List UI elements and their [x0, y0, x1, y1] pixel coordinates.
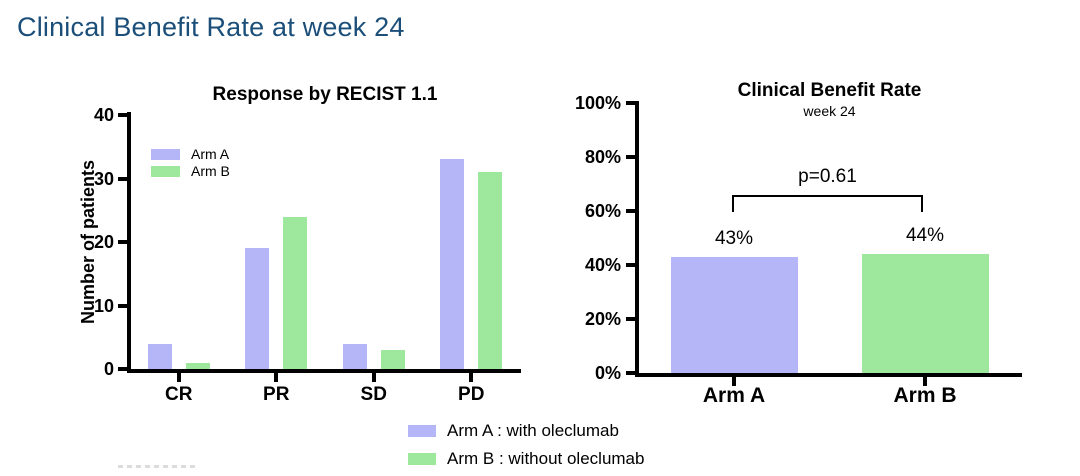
- y-tick: [118, 176, 127, 181]
- y-tick: [626, 371, 635, 375]
- bottom-legend-item-arm-b: Arm B : without oleclumab: [408, 449, 644, 468]
- category-label: PR: [263, 384, 290, 405]
- bar-arm-a-pr: [245, 248, 270, 369]
- bar-arm-b-cr: [185, 362, 210, 369]
- y-tick-label: 30: [93, 168, 114, 189]
- arm-b-swatch-icon: [151, 165, 180, 177]
- bar-arm-a: [670, 256, 798, 373]
- y-tick: [118, 303, 127, 308]
- y-axis: [127, 112, 131, 373]
- category-label-arm-a: Arm A: [702, 384, 766, 407]
- y-tick-label: 80%: [584, 147, 621, 167]
- bar-arm-b-sd: [380, 349, 405, 369]
- bar-arm-a-pd: [440, 159, 465, 369]
- y-axis: [635, 101, 639, 377]
- bottom-legend-label: Arm B : without oleclumab: [447, 449, 645, 468]
- arm-a-swatch-icon: [151, 148, 180, 160]
- bar-arm-b-pr: [283, 216, 308, 369]
- y-tick-label: 100%: [574, 93, 621, 113]
- bar-value-label-arm-b: 44%: [905, 225, 945, 247]
- legend-label: Arm B: [191, 163, 230, 179]
- recist-legend-item-arm-a: Arm A: [151, 146, 229, 162]
- cbr-chart-subtitle: week 24: [803, 103, 856, 119]
- x-tick: [274, 373, 279, 382]
- x-tick: [923, 377, 927, 386]
- y-tick: [626, 101, 635, 105]
- bar-arm-a-cr: [147, 343, 172, 369]
- bar-value-label-arm-a: 43%: [714, 227, 754, 249]
- recist-legend-item-arm-b: Arm B: [151, 163, 230, 179]
- category-label: CR: [165, 384, 193, 405]
- y-tick-label: 40: [93, 105, 114, 125]
- cbr-chart-title: Clinical Benefit Rate: [737, 80, 922, 101]
- y-tick: [118, 367, 127, 371]
- page-title: Clinical Benefit Rate at week 24: [17, 12, 405, 42]
- y-tick-label: 20: [93, 232, 114, 252]
- x-tick: [469, 373, 474, 382]
- y-tick: [626, 263, 635, 267]
- category-label: SD: [360, 384, 387, 405]
- x-axis: [127, 369, 521, 373]
- y-tick: [118, 240, 127, 244]
- footnote-artifact: [118, 465, 196, 468]
- bar-arm-b-pd: [478, 172, 503, 369]
- y-tick-label: 0%: [594, 363, 621, 383]
- y-tick: [118, 113, 127, 117]
- category-label-arm-b: Arm B: [893, 384, 957, 407]
- significance-bracket-bar: [732, 195, 923, 197]
- bottom-legend-label: Arm A : with oleclumab: [447, 421, 619, 440]
- y-tick-label: 40%: [584, 255, 621, 275]
- x-tick: [176, 373, 181, 382]
- x-axis: [635, 373, 1022, 377]
- recist-chart-title: Response by RECIST 1.1: [212, 84, 438, 105]
- bar-arm-b: [861, 254, 989, 373]
- bottom-legend-item-arm-a: Arm A : with oleclumab: [408, 421, 619, 440]
- significance-bracket-left-drop: [732, 195, 734, 212]
- x-tick: [371, 373, 376, 382]
- p-value-label: p=0.61: [798, 166, 857, 187]
- y-tick-label: 10: [93, 295, 114, 316]
- y-tick: [626, 317, 635, 321]
- y-tick-label: 20%: [584, 309, 621, 329]
- bar-arm-a-sd: [342, 343, 367, 369]
- x-tick: [732, 377, 736, 386]
- y-tick: [626, 209, 635, 213]
- y-tick-label: 60%: [584, 201, 621, 221]
- y-tick: [626, 155, 635, 159]
- legend-label: Arm A: [191, 146, 230, 162]
- arm-b-swatch-icon: [408, 452, 436, 465]
- arm-a-swatch-icon: [408, 424, 436, 437]
- y-tick-label: 0: [103, 359, 114, 379]
- significance-bracket-right-drop: [921, 195, 923, 212]
- category-label: PD: [458, 384, 485, 405]
